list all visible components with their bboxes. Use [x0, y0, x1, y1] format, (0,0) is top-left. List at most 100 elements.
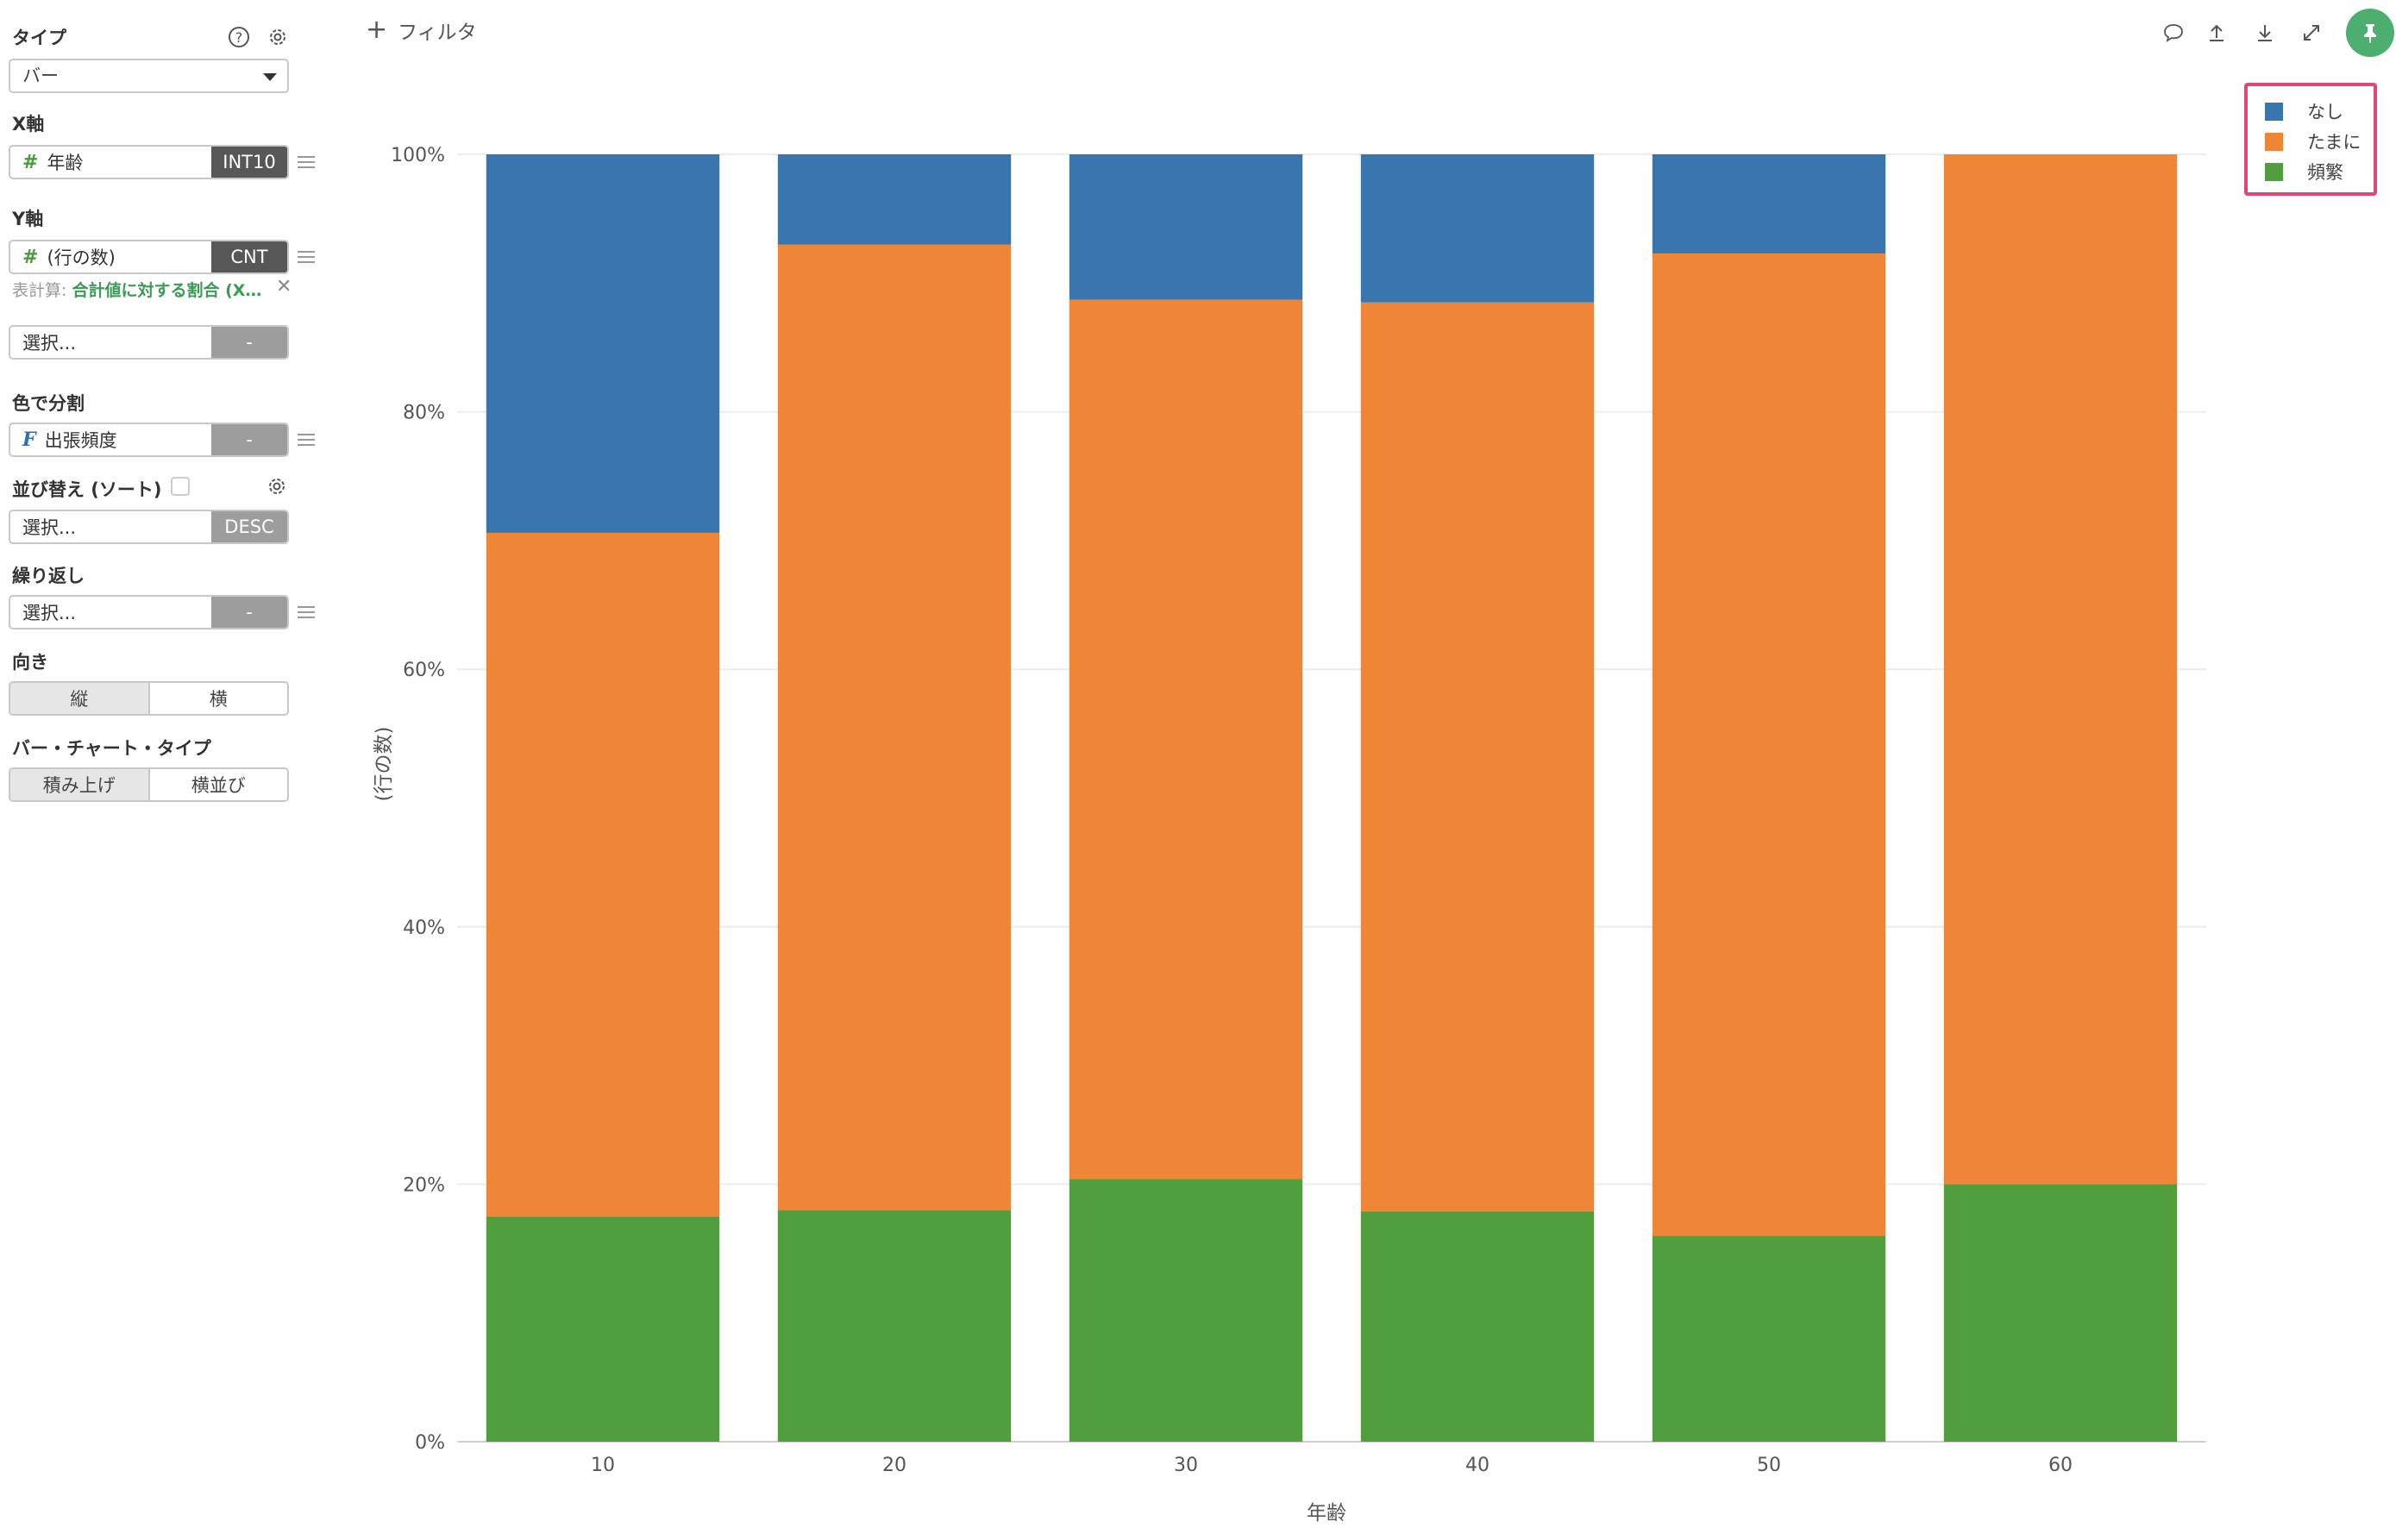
filter-label: フィルタ	[398, 22, 477, 44]
bar-type-grouped-button[interactable]: 横並び	[147, 769, 287, 800]
y-axis-field[interactable]: # (行の数) CNT	[9, 240, 289, 274]
bar-segment[interactable]	[1652, 253, 1886, 1236]
x-field-name: 年齢	[47, 153, 84, 173]
sort-order-tag[interactable]: DESC	[211, 511, 287, 542]
bar-segment[interactable]	[1652, 154, 1886, 254]
bar-type-toggle[interactable]: 積み上げ 横並び	[9, 767, 289, 802]
y-tick-label: 100%	[391, 145, 445, 166]
bar-type-stacked-button[interactable]: 積み上げ	[10, 769, 148, 800]
x-axis-menu-icon[interactable]	[298, 156, 315, 168]
type-label: タイプ	[12, 28, 66, 48]
bar-segment[interactable]	[1360, 1211, 1595, 1442]
numeric-hash-icon: #	[22, 151, 39, 173]
chevron-down-icon	[263, 73, 277, 81]
x-axis-field[interactable]: # 年齢 INT10	[9, 145, 289, 179]
pin-icon[interactable]	[2346, 9, 2394, 57]
orientation-horizontal-button[interactable]: 横	[147, 683, 287, 714]
legend-label: たまに	[2307, 132, 2362, 153]
chart-type-select[interactable]: バー	[9, 59, 289, 93]
upload-icon[interactable]	[2203, 19, 2230, 47]
x-bin-tag[interactable]: INT10	[211, 147, 287, 178]
legend-swatch	[2265, 102, 2283, 121]
x-tick-label: 30	[1174, 1455, 1198, 1476]
color-tag[interactable]: -	[211, 424, 287, 455]
x-tick-label: 60	[2048, 1455, 2073, 1476]
legend-item-frequent[interactable]: 頻繁	[2265, 159, 2343, 185]
y-tick-label: 40%	[403, 917, 445, 939]
remove-calc-close-icon[interactable]: ✕	[276, 276, 292, 297]
repeat-tag[interactable]: -	[211, 597, 287, 628]
sort-placeholder: 選択...	[22, 517, 77, 538]
svg-text:?: ?	[235, 29, 243, 46]
calc-value: 合計値に対する割合 (X…	[72, 281, 262, 300]
color-split-label: 色で分割	[12, 393, 85, 414]
factor-f-icon: F	[22, 429, 36, 451]
orientation-vertical-button[interactable]: 縦	[10, 683, 148, 714]
bar-segment[interactable]	[777, 154, 1012, 245]
y-axis-title: (行の数)	[373, 727, 395, 802]
legend-label: なし	[2307, 102, 2343, 122]
x-axis-title: 年齢	[1307, 1502, 1346, 1524]
y-tick-label: 20%	[403, 1174, 445, 1196]
expand-icon[interactable]	[2298, 19, 2325, 47]
legend-swatch	[2265, 162, 2283, 181]
bar-segment[interactable]	[777, 244, 1012, 1211]
bar-segment[interactable]	[1943, 1184, 2178, 1442]
bar-segment[interactable]	[1943, 154, 2178, 1185]
x-tick-label: 40	[1465, 1455, 1490, 1476]
y2-tag[interactable]: -	[211, 327, 287, 358]
bar-type-label: バー・チャート・タイプ	[12, 738, 211, 759]
download-icon[interactable]	[2251, 19, 2279, 47]
type-settings-gear-icon[interactable]	[265, 24, 291, 50]
repeat-label: 繰り返し	[12, 566, 85, 586]
legend-item-none[interactable]: なし	[2265, 98, 2343, 124]
y-agg-tag[interactable]: CNT	[211, 241, 287, 272]
sort-field[interactable]: 選択... DESC	[9, 510, 289, 544]
help-icon[interactable]: ?	[226, 24, 252, 50]
x-tick-label: 20	[882, 1455, 906, 1476]
bar-segment[interactable]	[1360, 154, 1595, 303]
chart-type-value: バー	[22, 66, 59, 86]
legend-item-sometimes[interactable]: たまに	[2265, 128, 2361, 154]
chart-legend: なし たまに 頻繁	[2244, 83, 2377, 196]
bar-segment[interactable]	[486, 154, 720, 533]
table-calc-line[interactable]: 表計算: 合計値に対する割合 (X…	[12, 278, 261, 301]
y-axis-menu-icon[interactable]	[298, 251, 315, 263]
legend-label: 頻繁	[2307, 162, 2343, 183]
chart-config-sidebar: タイプ ? バー X軸 # 年齢 INT10 Y軸 # (行の数) CNT 表計算:…	[0, 0, 328, 1540]
bar-segment[interactable]	[486, 532, 720, 1217]
bar-segment[interactable]	[1069, 154, 1303, 300]
color-field[interactable]: F 出張頻度 -	[9, 423, 289, 457]
orientation-label: 向き	[12, 652, 48, 673]
bar-segment[interactable]	[1069, 299, 1303, 1180]
y2-placeholder: 選択...	[22, 333, 77, 354]
y-field-name: (行の数)	[47, 247, 116, 268]
repeat-field[interactable]: 選択... -	[9, 595, 289, 629]
add-filter-button[interactable]: + フィルタ	[366, 16, 477, 45]
bar-segment[interactable]	[1069, 1179, 1303, 1442]
repeat-placeholder: 選択...	[22, 603, 77, 623]
color-field-name: 出張頻度	[44, 430, 117, 451]
bar-segment[interactable]	[486, 1216, 720, 1442]
color-menu-icon[interactable]	[298, 434, 315, 446]
plus-icon: +	[366, 15, 388, 45]
sort-settings-gear-icon[interactable]	[264, 473, 290, 499]
x-axis-label: X軸	[12, 114, 45, 135]
x-tick-label: 10	[591, 1455, 615, 1476]
orientation-toggle[interactable]: 縦 横	[9, 681, 289, 716]
sort-label: 並び替え (ソート)	[12, 479, 162, 500]
sort-checkbox[interactable]	[171, 477, 190, 496]
comment-icon[interactable]	[2160, 19, 2187, 47]
x-tick-label: 50	[1757, 1455, 1781, 1476]
repeat-menu-icon[interactable]	[298, 606, 315, 618]
bar-segment[interactable]	[1652, 1236, 1886, 1442]
legend-swatch	[2265, 132, 2283, 151]
y-tick-label: 80%	[403, 403, 445, 424]
numeric-hash-icon: #	[22, 246, 39, 268]
y-axis-label: Y軸	[12, 209, 44, 229]
y-tick-label: 0%	[415, 1432, 445, 1454]
bar-segment[interactable]	[777, 1210, 1012, 1442]
y2-axis-field[interactable]: 選択... -	[9, 325, 289, 360]
bar-segment[interactable]	[1360, 302, 1595, 1211]
